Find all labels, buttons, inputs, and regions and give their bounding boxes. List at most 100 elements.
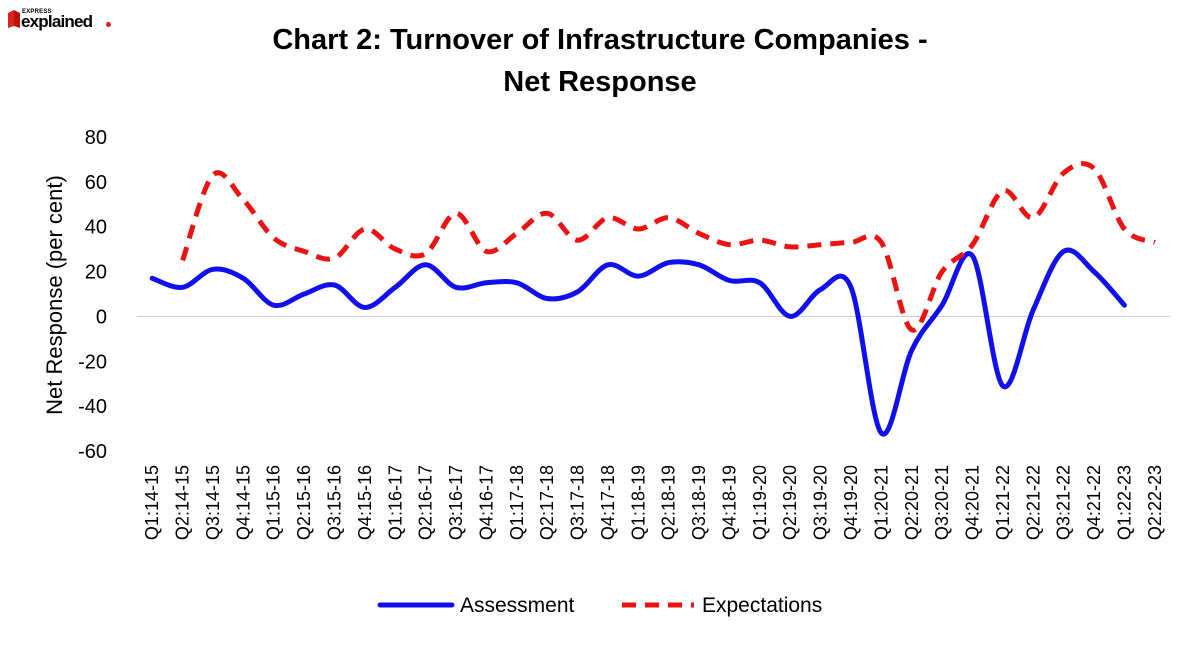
data-point-expectations bbox=[636, 226, 641, 231]
data-point-expectations bbox=[848, 240, 853, 245]
x-tick-label: Q4:14-15 bbox=[233, 465, 253, 540]
data-point-assessment bbox=[605, 262, 610, 267]
data-point-assessment bbox=[1092, 269, 1097, 274]
data-point-assessment bbox=[940, 303, 945, 308]
data-point-assessment bbox=[362, 305, 367, 310]
data-point-expectations bbox=[909, 327, 914, 332]
data-point-expectations bbox=[514, 231, 519, 236]
x-tick-label: Q2:19-20 bbox=[780, 465, 800, 540]
data-point-assessment bbox=[1031, 307, 1036, 312]
data-point-expectations bbox=[1122, 226, 1127, 231]
data-point-assessment bbox=[636, 274, 641, 279]
data-point-assessment bbox=[757, 280, 762, 285]
brand-dot bbox=[106, 22, 111, 27]
data-point-expectations bbox=[788, 244, 793, 249]
data-point-assessment bbox=[1000, 383, 1005, 388]
series-layer bbox=[149, 161, 1157, 437]
x-tick-label: Q3:15-16 bbox=[324, 465, 344, 540]
data-point-assessment bbox=[484, 280, 489, 285]
x-tick-label: Q2:17-18 bbox=[537, 465, 557, 540]
x-tick-label: Q1:14-15 bbox=[142, 465, 162, 540]
data-point-assessment bbox=[241, 276, 246, 281]
chart-title-line2: Net Response bbox=[503, 66, 697, 98]
x-tick-label: Q4:15-16 bbox=[355, 465, 375, 540]
data-point-assessment bbox=[788, 314, 793, 319]
data-point-expectations bbox=[484, 249, 489, 254]
x-tick-label: Q1:18-19 bbox=[628, 465, 648, 540]
x-tick-label: Q3:17-18 bbox=[568, 465, 588, 540]
x-tick-label: Q2:15-16 bbox=[294, 465, 314, 540]
data-point-assessment bbox=[332, 283, 337, 288]
y-tick-label: 0 bbox=[96, 306, 107, 328]
data-point-assessment bbox=[666, 260, 671, 265]
x-tick-label: Q1:21-22 bbox=[993, 465, 1013, 540]
legend-label-expectations: Expectations bbox=[702, 594, 822, 617]
data-point-expectations bbox=[332, 256, 337, 261]
data-point-expectations bbox=[545, 211, 550, 216]
y-axis: 80 60 40 20 0 -20 -40 -60 bbox=[78, 127, 107, 463]
x-tick-label: Q1:20-21 bbox=[871, 465, 891, 540]
x-tick-label: Q4:18-19 bbox=[719, 465, 739, 540]
data-point-expectations bbox=[1061, 170, 1066, 175]
x-tick-label: Q3:18-19 bbox=[689, 465, 709, 540]
data-point-expectations bbox=[180, 258, 185, 263]
brand-flag-icon bbox=[8, 10, 20, 28]
series-line-assessment bbox=[149, 247, 1127, 437]
data-point-assessment bbox=[697, 262, 702, 267]
y-tick-label: -40 bbox=[78, 396, 107, 418]
data-point-assessment bbox=[909, 348, 914, 353]
x-tick-label: Q4:20-21 bbox=[963, 465, 983, 540]
data-point-expectations bbox=[423, 251, 428, 256]
data-point-expectations bbox=[727, 242, 732, 247]
series-line-expectations bbox=[180, 161, 1156, 333]
data-point-assessment bbox=[970, 253, 975, 258]
data-point-expectations bbox=[1152, 240, 1157, 245]
x-tick-label: Q2:14-15 bbox=[173, 465, 193, 540]
data-point-expectations bbox=[879, 240, 884, 245]
x-axis: Q1:14-15 Q2:14-15 Q3:14-15 Q4:14-15 Q1:15-16… bbox=[142, 465, 1165, 540]
data-point-assessment bbox=[1122, 303, 1127, 308]
x-tick-label: Q4:17-18 bbox=[598, 465, 618, 540]
data-point-expectations bbox=[666, 215, 671, 220]
x-tick-label: Q2:16-17 bbox=[416, 465, 436, 540]
data-point-expectations bbox=[940, 269, 945, 274]
x-tick-label: Q3:16-17 bbox=[446, 465, 466, 540]
x-tick-label: Q3:21-22 bbox=[1054, 465, 1074, 540]
data-point-expectations bbox=[362, 226, 367, 231]
data-point-assessment bbox=[302, 292, 307, 297]
y-tick-label: -60 bbox=[78, 441, 107, 463]
x-tick-label: Q4:21-22 bbox=[1084, 465, 1104, 540]
data-point-assessment bbox=[879, 431, 884, 436]
x-tick-label: Q2:21-22 bbox=[1023, 465, 1043, 540]
data-point-assessment bbox=[575, 289, 580, 294]
x-tick-label: Q3:19-20 bbox=[811, 465, 831, 540]
x-tick-label: Q1:17-18 bbox=[507, 465, 527, 540]
data-point-assessment bbox=[150, 276, 155, 281]
data-point-assessment bbox=[848, 285, 853, 290]
data-point-expectations bbox=[302, 249, 307, 254]
x-tick-label: Q2:18-19 bbox=[659, 465, 679, 540]
brand-logo: EXPRESS explained bbox=[8, 4, 118, 34]
y-tick-label: -20 bbox=[78, 351, 107, 373]
data-point-assessment bbox=[818, 287, 823, 292]
legend-label-assessment: Assessment bbox=[460, 594, 575, 617]
y-tick-label: 60 bbox=[85, 172, 107, 194]
data-point-expectations bbox=[241, 197, 246, 202]
x-tick-label: Q1:16-17 bbox=[385, 465, 405, 540]
x-tick-label: Q2:20-21 bbox=[902, 465, 922, 540]
x-tick-label: Q4:16-17 bbox=[476, 465, 496, 540]
data-point-expectations bbox=[1092, 166, 1097, 171]
data-point-expectations bbox=[454, 211, 459, 216]
data-point-expectations bbox=[393, 247, 398, 252]
x-tick-label: Q3:14-15 bbox=[203, 465, 223, 540]
data-point-assessment bbox=[727, 278, 732, 283]
data-point-expectations bbox=[605, 215, 610, 220]
brand-top-text: EXPRESS bbox=[22, 9, 52, 15]
data-point-assessment bbox=[271, 303, 276, 308]
y-tick-label: 20 bbox=[85, 262, 107, 284]
chart-title: Chart 2: Turnover of Infrastructure Comp… bbox=[272, 24, 928, 56]
data-point-assessment bbox=[210, 267, 215, 272]
x-tick-label: Q2:22-23 bbox=[1145, 465, 1165, 540]
data-point-assessment bbox=[180, 285, 185, 290]
x-tick-label: Q1:15-16 bbox=[264, 465, 284, 540]
